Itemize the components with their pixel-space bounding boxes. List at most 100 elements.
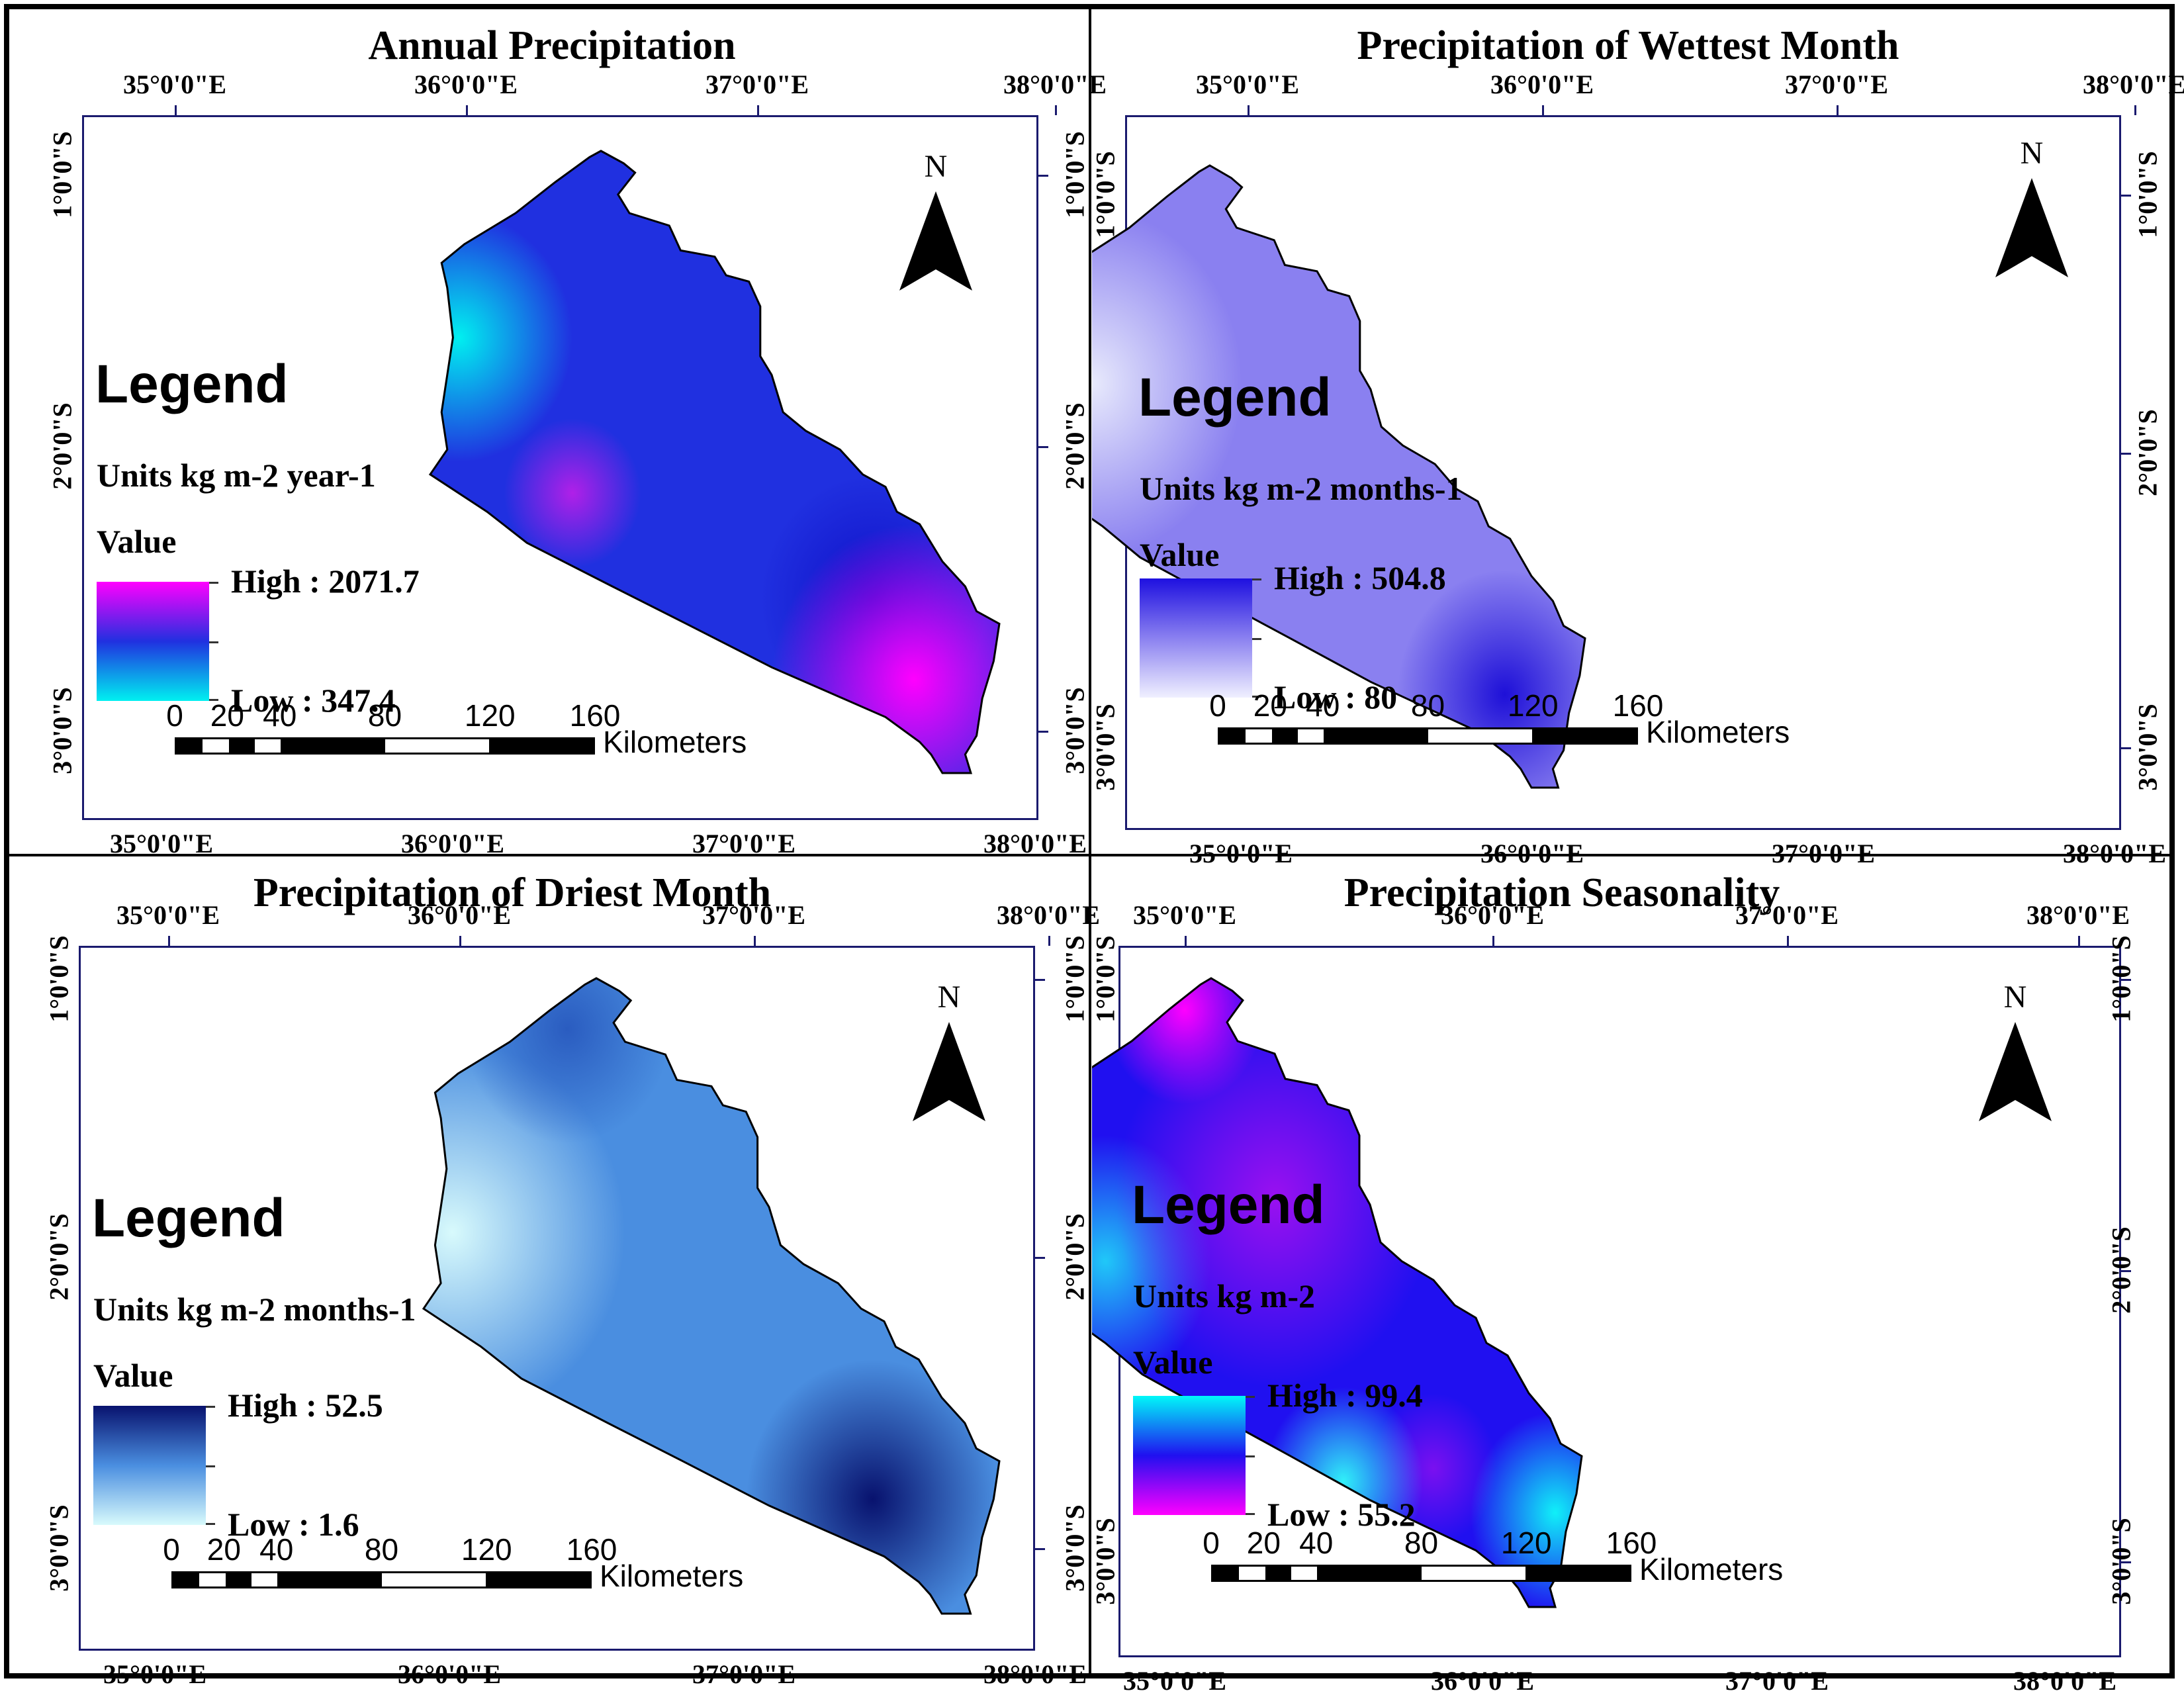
scale-bar-tick-label: 120 bbox=[1507, 688, 1559, 723]
longitude-tick bbox=[1787, 936, 1789, 946]
longitude-label-bottom: 38°0'0"E bbox=[983, 1659, 1087, 1689]
longitude-tick bbox=[168, 936, 170, 946]
scale-bar-tick-label: 120 bbox=[461, 1532, 512, 1567]
scale-bar-tick-label: 20 bbox=[1246, 1526, 1281, 1560]
longitude-tick bbox=[1055, 105, 1057, 115]
legend-low-value: Low : 347.4 bbox=[231, 682, 396, 719]
map-panel-seasonality: Precipitation Seasonality 35°0'0"E 35°0'0"… bbox=[1091, 856, 2171, 1701]
scale-bar-segment bbox=[1324, 729, 1428, 743]
longitude-label-top: 37°0'0"E bbox=[705, 69, 809, 99]
scale-bar-tick-label: 0 bbox=[1209, 688, 1226, 723]
scale-bar-segment bbox=[277, 1573, 382, 1586]
latitude-tick bbox=[2121, 195, 2131, 197]
scale-bar-tick-label: 160 bbox=[1612, 688, 1664, 723]
legend-ramp-tick bbox=[1252, 696, 1261, 698]
scale-bar-tick-label: 40 bbox=[259, 1532, 294, 1567]
scale-bar-segment bbox=[1265, 1567, 1291, 1580]
scale-bar-segment bbox=[254, 739, 281, 753]
longitude-tick bbox=[1248, 105, 1250, 115]
scale-bar-segment bbox=[1421, 1567, 1525, 1580]
longitude-label-top: 37°0'0"E bbox=[702, 900, 805, 930]
scale-bar-tick-label: 160 bbox=[1606, 1526, 1657, 1560]
legend-low-value: Low : 80 bbox=[1274, 678, 1398, 715]
latitude-tick bbox=[2121, 747, 2131, 749]
scale-bar-segment bbox=[1531, 729, 1636, 743]
legend-value-heading: Value bbox=[93, 1357, 173, 1394]
longitude-tick bbox=[1542, 105, 1544, 115]
legend-heading: Legend bbox=[1132, 1175, 1325, 1235]
scale-bar-segment bbox=[1291, 1567, 1318, 1580]
legend-high-value: High : 52.5 bbox=[228, 1387, 383, 1424]
longitude-tick bbox=[1048, 936, 1050, 946]
scale-bar bbox=[1211, 1565, 1631, 1582]
north-label: N bbox=[924, 149, 948, 184]
study-region-map bbox=[428, 150, 1001, 774]
region-boundary bbox=[1092, 164, 1586, 789]
longitude-label-top: 38°0'0"E bbox=[997, 900, 1100, 930]
legend-high-value: High : 504.8 bbox=[1274, 559, 1446, 596]
longitude-label-top: 36°0'0"E bbox=[1441, 900, 1544, 930]
longitude-tick bbox=[175, 105, 177, 115]
legend-units: Units kg m-2 months-1 bbox=[93, 1291, 416, 1328]
longitude-label-bottom: 35°0'0"E bbox=[103, 1659, 206, 1689]
north-arrow-icon bbox=[1995, 178, 2068, 277]
scale-bar-tick-label: 160 bbox=[569, 698, 621, 733]
scale-bar-unit: Kilometers bbox=[1639, 1552, 1784, 1586]
longitude-tick bbox=[2078, 936, 2080, 946]
scale-bar-segment bbox=[251, 1573, 278, 1586]
longitude-tick bbox=[466, 105, 468, 115]
longitude-tick bbox=[1492, 936, 1494, 946]
legend-ramp-tick bbox=[206, 1406, 215, 1408]
legend-ramp-tick bbox=[209, 641, 218, 643]
legend-value-heading: Value bbox=[1140, 536, 1220, 573]
latitude-tick bbox=[1035, 979, 1045, 981]
longitude-label-top: 35°0'0"E bbox=[1133, 900, 1236, 930]
map-panel-annual: Annual Precipitation 35°0'0"E 35°0'0"E 36°0… bbox=[9, 9, 1107, 858]
scale-bar-tick-label: 40 bbox=[1306, 688, 1340, 723]
longitude-tick bbox=[2134, 105, 2136, 115]
study-region-map bbox=[1092, 977, 1583, 1608]
legend-low-value: Low : 55.2 bbox=[1267, 1496, 1416, 1533]
longitude-label-bottom: 38°0'0"E bbox=[2063, 839, 2166, 868]
legend-value-heading: Value bbox=[97, 523, 177, 560]
longitude-label-top: 37°0'0"E bbox=[1785, 69, 1888, 99]
scale-bar bbox=[1218, 727, 1638, 745]
scale-bar-tick-label: 40 bbox=[1299, 1526, 1334, 1560]
scale-bar-segment bbox=[281, 739, 385, 753]
region-boundary bbox=[428, 150, 1001, 774]
scale-bar-segment bbox=[199, 1573, 226, 1586]
longitude-label-bottom: 37°0'0"E bbox=[692, 829, 796, 858]
legend-units: Units kg m-2 year-1 bbox=[97, 457, 376, 494]
north-label: N bbox=[2020, 136, 2044, 171]
latitude-tick bbox=[1035, 1257, 1045, 1259]
latitude-tick bbox=[1038, 446, 1048, 448]
longitude-tick bbox=[1185, 936, 1187, 946]
map-panel-wettest: Precipitation of Wettest Month 35°0'0"E 35… bbox=[1091, 9, 2184, 868]
legend-ramp-tick bbox=[209, 699, 218, 701]
longitude-label-top: 35°0'0"E bbox=[123, 69, 226, 99]
scale-bar-tick-label: 80 bbox=[1410, 688, 1445, 723]
longitude-label-top: 36°0'0"E bbox=[414, 69, 518, 99]
scale-bar bbox=[171, 1571, 592, 1588]
longitude-label-top: 35°0'0"E bbox=[1196, 69, 1299, 99]
region-boundary bbox=[1092, 977, 1583, 1608]
scale-bar-segment bbox=[1317, 1567, 1422, 1580]
north-label: N bbox=[937, 980, 961, 1015]
scale-bar-unit: Kilometers bbox=[600, 1559, 744, 1593]
longitude-label-bottom: 36°0'0"E bbox=[401, 829, 504, 858]
scale-bar-segment bbox=[1213, 1567, 1240, 1580]
scale-bar-tick-label: 80 bbox=[364, 1532, 399, 1567]
latitude-tick bbox=[1038, 175, 1048, 177]
legend-heading: Legend bbox=[95, 354, 289, 414]
panel-divider-vertical bbox=[1089, 9, 1091, 1677]
longitude-label-top: 36°0'0"E bbox=[1490, 69, 1594, 99]
scale-bar-segment bbox=[228, 739, 255, 753]
legend-ramp-tick bbox=[1252, 638, 1261, 640]
longitude-tick bbox=[1837, 105, 1839, 115]
longitude-label-top: 37°0'0"E bbox=[1735, 900, 1839, 930]
legend-color-ramp bbox=[1133, 1396, 1246, 1515]
scale-bar-tick-label: 20 bbox=[206, 1532, 241, 1567]
latitude-tick bbox=[2121, 1270, 2131, 1272]
scale-bar-segment bbox=[1271, 729, 1298, 743]
longitude-label-bottom: 36°0'0"E bbox=[398, 1659, 501, 1689]
